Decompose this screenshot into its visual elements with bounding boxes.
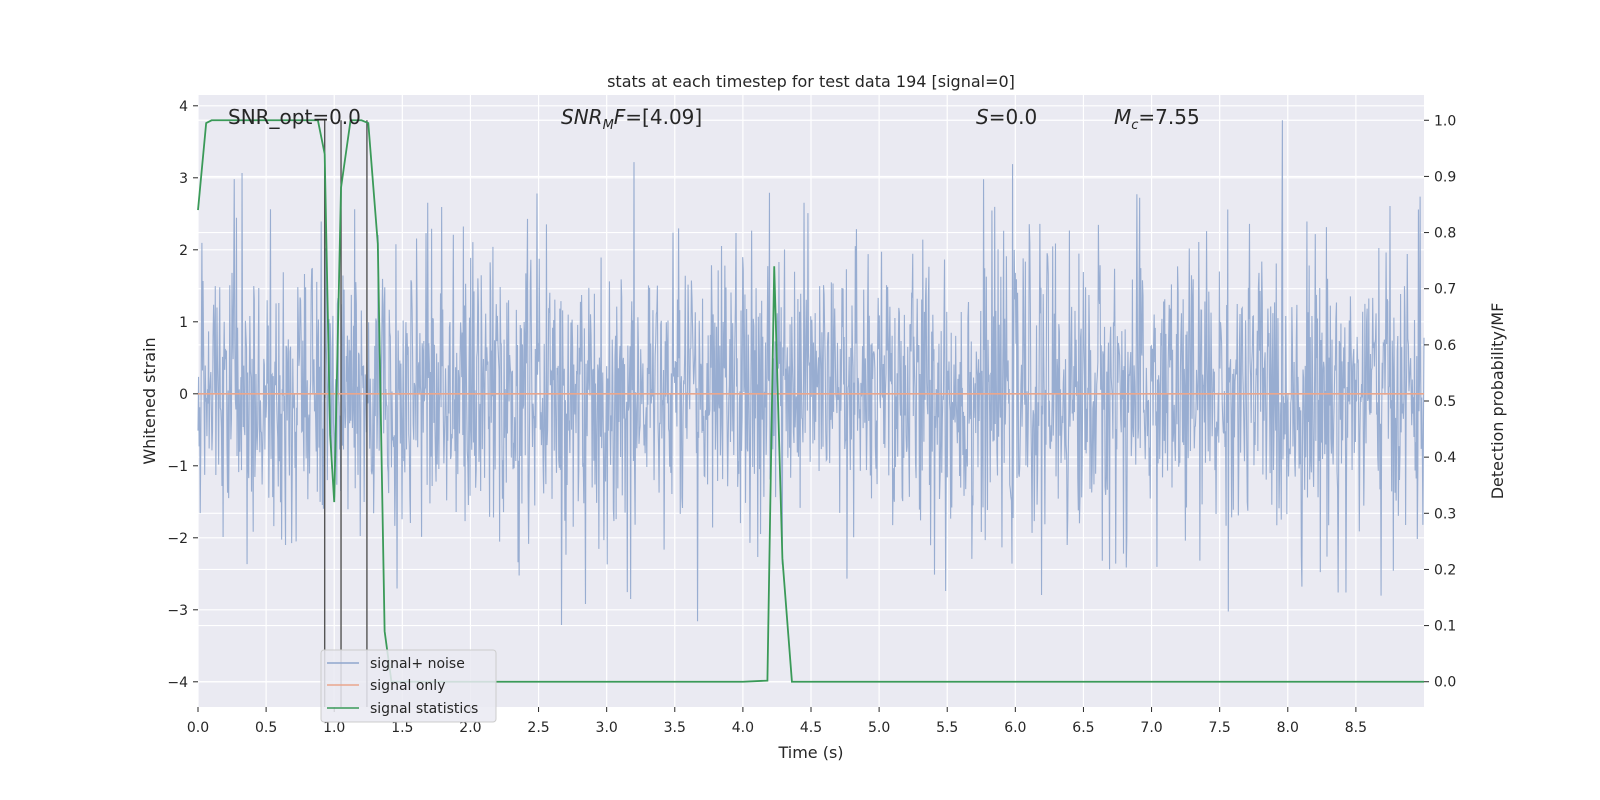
x-tick-label: 3.0 — [596, 720, 618, 736]
y-right-tick-label: 1.0 — [1434, 113, 1456, 129]
y-tick-label: −2 — [167, 531, 188, 547]
y-tick-label: 3 — [179, 171, 188, 187]
x-tick-label: 7.0 — [1140, 720, 1162, 736]
y-tick-label: −1 — [167, 459, 188, 475]
series-signal-statistics — [197, 119, 1424, 683]
series-signal-noise — [197, 120, 1425, 626]
y-right-tick-label: 0.2 — [1434, 562, 1456, 578]
y-right-tick-label: 0.8 — [1434, 226, 1456, 242]
y-tick-label: 1 — [179, 315, 188, 331]
y-right-tick-label: 0.6 — [1434, 338, 1456, 354]
y-right-tick-label: 0.3 — [1434, 506, 1456, 522]
y-right-tick-label: 0.5 — [1434, 394, 1456, 410]
legend-label-signal-noise: signal+ noise — [370, 656, 465, 672]
x-tick-label: 7.5 — [1209, 720, 1231, 736]
y-right-tick-label: 0.9 — [1434, 169, 1456, 185]
signal-statistics-line — [197, 119, 1424, 683]
legend-box — [320, 649, 497, 723]
annotation-snr-mf: SNRMF=[4.09] — [561, 105, 702, 133]
x-tick-label: 5.0 — [868, 720, 890, 736]
y-tick-labels: −4 −3 −2 −1 0 1 2 3 4 — [167, 99, 198, 691]
x-tick-label: 0.0 — [187, 720, 209, 736]
x-tick-label: 3.5 — [664, 720, 686, 736]
y-axis-label: Whitened strain — [140, 337, 159, 464]
x-tick-label: 6.0 — [1004, 720, 1026, 736]
y-right-axis-label: Detection probability/MF — [1488, 303, 1507, 500]
legend-label-signal-only: signal only — [370, 678, 445, 694]
signal-noise-trace — [197, 120, 1425, 626]
y-right-tick-label: 0.1 — [1434, 619, 1456, 635]
annotation-snr-opt: SNR_opt=0.0 — [228, 105, 361, 129]
annotation-s: S=0.0 — [976, 105, 1037, 129]
annotation-s-value: =0.0 — [989, 105, 1038, 129]
y-right-tick-label: 0.0 — [1434, 675, 1456, 691]
x-tick-label: 1.0 — [323, 720, 345, 736]
y-tick-label: 4 — [179, 99, 188, 115]
y-tick-label: −3 — [167, 603, 188, 619]
x-tick-label: 8.5 — [1345, 720, 1367, 736]
annotation-mc: Mc=7.55 — [1114, 105, 1200, 133]
y-right-tick-label: 0.7 — [1434, 282, 1456, 298]
chart-title: stats at each timestep for test data 194… — [607, 72, 1015, 91]
x-tick-label: 1.5 — [391, 720, 413, 736]
legend: signal+ noise signal only signal statist… — [320, 649, 497, 723]
y-right-tick-label: 0.4 — [1434, 450, 1456, 466]
x-tick-labels: 0.0 0.5 1.0 1.5 2.0 2.5 3.0 3.5 4.0 4.5 5.0 5.5 6.0 6… — [187, 707, 1367, 736]
legend-label-signal-statistics: signal statistics — [370, 701, 478, 717]
x-tick-label: 2.5 — [527, 720, 549, 736]
annotation-mc-value: =7.55 — [1138, 105, 1199, 129]
y-right-tick-labels: 0.0 0.1 0.2 0.3 0.4 0.5 0.6 0.7 0.8 0.9 1.0 — [1424, 113, 1456, 691]
x-axis-label: Time (s) — [777, 743, 843, 762]
y-tick-label: 2 — [179, 243, 188, 259]
annotation-snr-mf-value: =[4.09] — [625, 105, 702, 129]
x-tick-label: 4.5 — [800, 720, 822, 736]
x-tick-label: 6.5 — [1072, 720, 1094, 736]
x-tick-label: 5.5 — [936, 720, 958, 736]
y-tick-label: 0 — [179, 387, 188, 403]
x-tick-label: 2.0 — [459, 720, 481, 736]
x-tick-label: 8.0 — [1277, 720, 1299, 736]
x-tick-label: 4.0 — [732, 720, 754, 736]
x-tick-label: 0.5 — [255, 720, 277, 736]
y-tick-label: −4 — [167, 675, 188, 691]
